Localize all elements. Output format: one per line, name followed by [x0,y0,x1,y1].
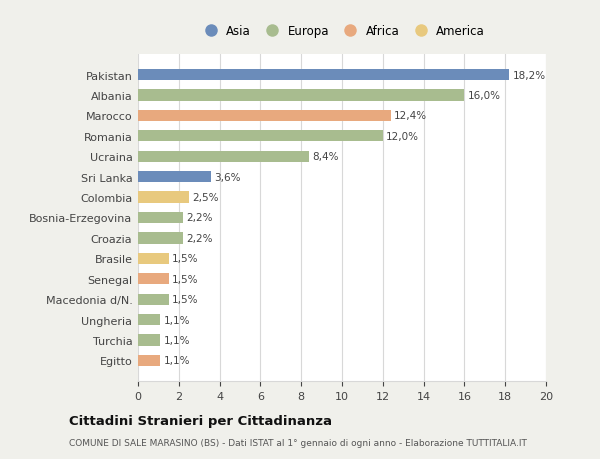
Bar [138,335,160,346]
Text: 12,4%: 12,4% [394,111,427,121]
Bar [138,192,189,203]
Text: 8,4%: 8,4% [313,152,339,162]
Text: Cittadini Stranieri per Cittadinanza: Cittadini Stranieri per Cittadinanza [69,414,332,428]
Text: 18,2%: 18,2% [512,71,545,80]
Legend: Asia, Europa, Africa, America: Asia, Europa, Africa, America [196,22,488,42]
Bar [138,314,160,325]
Bar [138,294,169,305]
Text: 1,1%: 1,1% [163,315,190,325]
Bar [138,70,509,81]
Text: 1,1%: 1,1% [163,335,190,345]
Text: 1,1%: 1,1% [163,356,190,365]
Bar [138,213,183,224]
Bar [138,111,391,122]
Text: 12,0%: 12,0% [386,132,419,141]
Text: 16,0%: 16,0% [467,91,500,101]
Bar [138,90,464,101]
Text: 2,2%: 2,2% [186,233,212,243]
Text: COMUNE DI SALE MARASINO (BS) - Dati ISTAT al 1° gennaio di ogni anno - Elaborazi: COMUNE DI SALE MARASINO (BS) - Dati ISTA… [69,438,527,447]
Text: 1,5%: 1,5% [172,254,198,264]
Text: 2,5%: 2,5% [192,193,218,203]
Bar [138,131,383,142]
Bar [138,172,211,183]
Text: 3,6%: 3,6% [215,172,241,182]
Bar [138,355,160,366]
Text: 2,2%: 2,2% [186,213,212,223]
Bar [138,151,310,162]
Bar [138,233,183,244]
Text: 1,5%: 1,5% [172,295,198,304]
Bar [138,253,169,264]
Text: 1,5%: 1,5% [172,274,198,284]
Bar [138,274,169,285]
